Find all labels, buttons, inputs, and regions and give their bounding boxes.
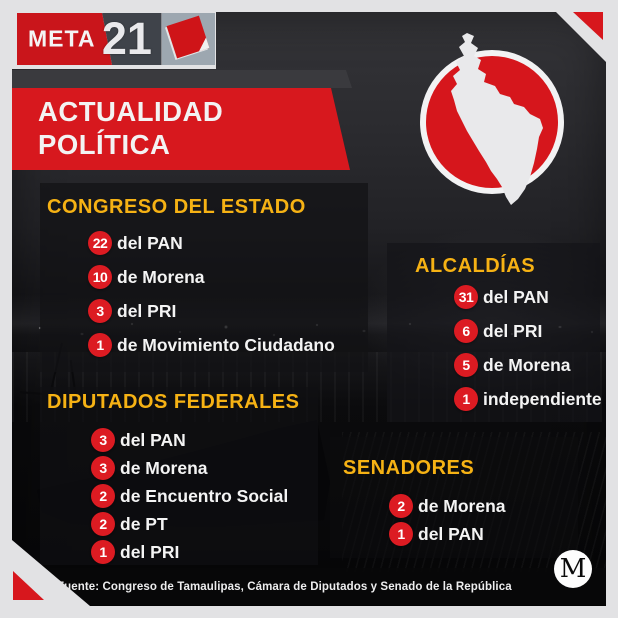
count-badge: 2 [389,494,413,518]
party-label: del PAN [120,429,186,450]
milenio-m-letter: M [559,554,587,584]
section-diputados-rows: 3 del PAN 3 de Morena 2 de Encuentro Soc… [91,426,318,566]
count-badge: 1 [454,387,478,411]
logo-red-panel [17,13,113,65]
list-item: 5 de Morena [454,348,600,382]
list-item: 2 de PT [91,510,318,538]
list-item: 3 del PRI [88,294,368,328]
party-label: del PRI [120,541,180,562]
count-badge: 1 [91,540,115,564]
party-label: de Encuentro Social [120,485,289,506]
logo-brand-text: META [28,25,96,52]
count-badge: 6 [454,319,478,343]
party-label: de Movimiento Ciudadano [117,334,335,355]
title-shadow-band [12,70,352,88]
count-badge: 10 [88,265,112,289]
section-senadores-rows: 2 de Morena 1 del PAN [389,492,578,548]
party-label: del PRI [117,300,177,321]
party-label: independiente [483,388,602,409]
party-label: del PAN [117,232,183,253]
list-item: 1 independiente [454,382,602,416]
meta21-logo: META 21 [17,13,215,65]
party-label: del PRI [483,320,543,341]
list-item: 1 del PRI [91,538,318,566]
count-badge: 3 [91,428,115,452]
title-banner: ACTUALIDAD POLÍTICA [12,88,350,170]
count-badge: 2 [91,512,115,536]
section-congreso: CONGRESO DEL ESTADO 22 del PAN 10 de Mor… [40,183,368,372]
section-diputados-title: DIPUTADOS FEDERALES [47,391,300,413]
logo-dark-panel [102,13,162,65]
party-label: de Morena [117,266,205,287]
page-flip-icon [161,13,215,65]
tamaulipas-map [420,33,564,205]
section-congreso-title: CONGRESO DEL ESTADO [47,196,306,218]
party-label: de Morena [483,354,571,375]
count-badge: 22 [88,231,112,255]
section-congreso-rows: 22 del PAN 10 de Morena 3 del PRI 1 de M… [88,226,368,362]
count-badge: 3 [88,299,112,323]
section-diputados: DIPUTADOS FEDERALES 3 del PAN 3 de Moren… [40,387,318,565]
milenio-logo: M [554,550,592,588]
section-alcaldias-rows: 31 del PAN 6 del PRI 5 de Morena 1 indep… [454,280,602,416]
list-item: 3 de Morena [91,454,318,482]
list-item: 6 del PRI [454,314,600,348]
source-bar: Fuente: Congreso de Tamaulipas, Cámara d… [12,568,606,605]
section-senadores: SENADORES 2 de Morena 1 del PAN [330,437,578,558]
list-item: 2 de Morena [389,492,578,520]
count-badge: 1 [389,522,413,546]
section-alcaldias-title: ALCALDÍAS [415,255,536,277]
page-title-line2: POLÍTICA [38,129,171,160]
list-item: 31 del PAN [454,280,600,314]
section-senadores-title: SENADORES [343,457,475,479]
list-item: 1 del PAN [389,520,578,548]
party-label: de Morena [120,457,208,478]
tamaulipas-silhouette [451,33,543,205]
party-label: del PAN [483,286,549,307]
party-label: de Morena [418,495,506,516]
count-badge: 2 [91,484,115,508]
logo-number-text: 21 [101,13,152,64]
count-badge: 1 [88,333,112,357]
page-title: ACTUALIDAD POLÍTICA [38,95,223,161]
party-label: de PT [120,513,168,534]
page-title-line1: ACTUALIDAD [38,96,224,127]
list-item: 22 del PAN [88,226,368,260]
count-badge: 31 [454,285,478,309]
count-badge: 5 [454,353,478,377]
list-item: 3 del PAN [91,426,318,454]
section-alcaldias: ALCALDÍAS 31 del PAN 6 del PRI 5 de More… [387,243,602,422]
source-text: Fuente: Congreso de Tamaulipas, Cámara d… [57,580,512,593]
list-item: 2 de Encuentro Social [91,482,318,510]
content-canvas: META 21 ACTUALIDAD POLÍTICA CONGRESO DEL… [12,12,606,606]
count-badge: 3 [91,456,115,480]
list-item: 10 de Morena [88,260,368,294]
list-item: 1 de Movimiento Ciudadano [88,328,368,362]
party-label: del PAN [418,523,484,544]
